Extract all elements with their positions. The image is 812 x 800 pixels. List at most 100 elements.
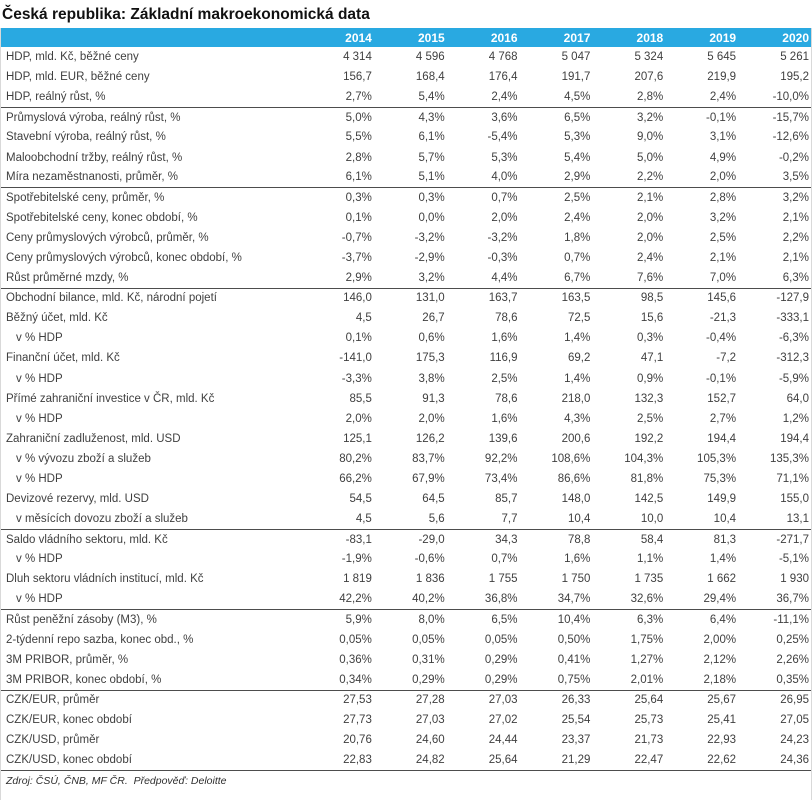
cell-value: 1 930 — [780, 573, 809, 586]
cell-value: 25,41 — [707, 714, 737, 727]
year-header: 2017 — [519, 28, 593, 47]
table-row: Zahraniční zadluženost, mld. USD 125,1 126… — [1, 429, 811, 449]
cell-value: 27,28 — [373, 689, 447, 711]
cell-value: 4,5% — [564, 90, 591, 103]
page-title: Česká republika: Základní makroekonomick… — [2, 6, 370, 23]
cell-value: -21,3 — [709, 312, 737, 325]
cell-value: 25,64 — [592, 689, 666, 711]
cell-value: 1,4% — [709, 553, 737, 566]
cell-value: 5,3% — [564, 131, 591, 144]
cell-value: 125,1 — [343, 432, 372, 445]
cell-value: 1 755 — [488, 573, 518, 586]
year-header: 2019 — [665, 28, 739, 47]
macro-table: 2014 2015 2016 2017 2018 2019 2020 HDP, mld. K… — [1, 28, 811, 771]
year-header: 2015 — [373, 28, 447, 47]
cell-value: 3,5% — [782, 171, 809, 184]
cell-value: 2,7% — [345, 90, 372, 103]
cell-value: 24,82 — [415, 754, 445, 767]
cell-value: 1,75% — [630, 633, 664, 646]
cell-value: 0,0% — [418, 211, 445, 224]
cell-value: 10,4 — [713, 512, 737, 525]
cell-value: -5,4% — [487, 131, 518, 144]
cell-value: 34,7% — [557, 593, 591, 606]
row-label: CZK/USD, průměr — [6, 734, 100, 747]
cell-value: -11,1% — [738, 609, 811, 630]
row-label: Dluh sektoru vládních institucí, mld. Kč — [6, 573, 204, 586]
row-label: Stavební výroba, reálný růst, % — [6, 131, 166, 144]
cell-value: 4,4% — [491, 271, 518, 284]
table-row: Obchodní bilance, mld. Kč, národní pojet… — [1, 287, 811, 309]
cell-value: 22,47 — [634, 754, 664, 767]
cell-value: 0,75% — [557, 673, 591, 686]
table-row: v % HDP -3,3% 3,8% 2,5% 1,4% 0,9% -0,1% -5,9% — [1, 369, 811, 389]
cell-value: 22,83 — [343, 754, 372, 767]
table-row: v % vývozu zboží a služeb 80,2% 83,7% 92,2%… — [1, 449, 811, 469]
cell-value: 6,5% — [446, 609, 520, 630]
row-label: Saldo vládního sektoru, mld. Kč — [1, 528, 301, 550]
table-row: HDP, reálný růst, % 2,7% 5,4% 2,4% 4,5% 2,8% 2… — [1, 87, 811, 107]
cell-value: 47,1 — [640, 352, 664, 365]
cell-value: 0,6% — [418, 332, 445, 345]
row-label: CZK/EUR, konec období — [6, 714, 132, 727]
cell-value: 4,3% — [373, 106, 447, 128]
cell-value: 27,02 — [488, 714, 518, 727]
cell-value: -12,6% — [772, 131, 809, 144]
cell-value: -271,7 — [738, 528, 811, 550]
cell-value: 105,3% — [697, 452, 737, 465]
cell-value: 152,7 — [707, 392, 737, 405]
cell-value: 5,9% — [301, 609, 374, 630]
cell-value: 26,95 — [738, 689, 811, 711]
table-row: Spotřebitelské ceny, konec období, % 0,1%… — [1, 208, 811, 228]
cell-value: 5,6 — [428, 512, 445, 525]
table-row: v % HDP -1,9% -0,6% 0,7% 1,6% 1,1% 1,4% -5,1% — [1, 549, 811, 569]
cell-value: 5,0% — [301, 106, 374, 128]
row-label: Obchodní bilance, mld. Kč, národní pojet… — [1, 287, 301, 309]
table-row: Míra nezaměstnanosti, průměr, % 6,1% 5,1% 4… — [1, 168, 811, 188]
cell-value: 0,3% — [373, 187, 447, 208]
row-label: Růst průměrné mzdy, % — [6, 271, 129, 284]
table-row: 2-týdenní repo sazba, konec obd., % 0,05%… — [1, 630, 811, 650]
cell-value: 6,1% — [345, 171, 372, 184]
cell-value: 218,0 — [561, 392, 591, 405]
cell-value: 83,7% — [412, 452, 445, 465]
year-header: 2016 — [446, 28, 520, 47]
cell-value: 10,0 — [640, 512, 664, 525]
cell-value: 1,8% — [564, 231, 591, 244]
cell-value: 2,18% — [703, 673, 737, 686]
cell-value: -1,9% — [341, 553, 372, 566]
cell-value: 1 819 — [343, 573, 372, 586]
cell-value: 1,4% — [564, 372, 591, 385]
table-row: v % HDP 2,0% 2,0% 1,6% 4,3% 2,5% 2,7% 1,2% — [1, 409, 811, 429]
row-label: 3M PRIBOR, konec období, % — [6, 673, 162, 686]
table-row: CZK/EUR, průměr 27,53 27,28 27,03 26,33 25,64… — [1, 689, 811, 711]
row-label: v měsících dovozu zboží a služeb — [16, 512, 188, 525]
cell-value: 2,5% — [491, 372, 518, 385]
cell-value: 2,0% — [637, 211, 664, 224]
cell-value: 0,7% — [564, 251, 591, 264]
cell-value: 192,2 — [634, 432, 664, 445]
row-label: v % HDP — [16, 553, 63, 566]
cell-value: 200,6 — [561, 432, 591, 445]
cell-value: 24,23 — [780, 734, 809, 747]
cell-value: 34,3 — [446, 528, 520, 550]
table-row: Saldo vládního sektoru, mld. Kč -83,1 -29,… — [1, 528, 811, 550]
cell-value: -0,1% — [706, 372, 737, 385]
cell-value: 1,6% — [491, 332, 518, 345]
cell-value: 131,0 — [373, 287, 447, 309]
cell-value: 27,03 — [446, 689, 520, 711]
row-label: Míra nezaměstnanosti, průměr, % — [6, 171, 178, 184]
cell-value: 0,35% — [776, 673, 809, 686]
cell-value: 3,8% — [418, 372, 445, 385]
cell-value: -0,2% — [778, 151, 809, 164]
cell-value: -0,4% — [706, 332, 737, 345]
cell-value: 0,29% — [484, 673, 518, 686]
cell-value: 191,7 — [561, 71, 591, 84]
cell-value: 207,6 — [634, 71, 664, 84]
cell-value: -7,2 — [716, 352, 737, 365]
cell-value: 42,2% — [339, 593, 372, 606]
cell-value: 135,3% — [769, 452, 809, 465]
cell-value: -3,3% — [341, 372, 372, 385]
table-row: Růst peněžní zásoby (M3), % 5,9% 8,0% 6,5% 1… — [1, 609, 811, 630]
cell-value: 22,62 — [707, 754, 737, 767]
